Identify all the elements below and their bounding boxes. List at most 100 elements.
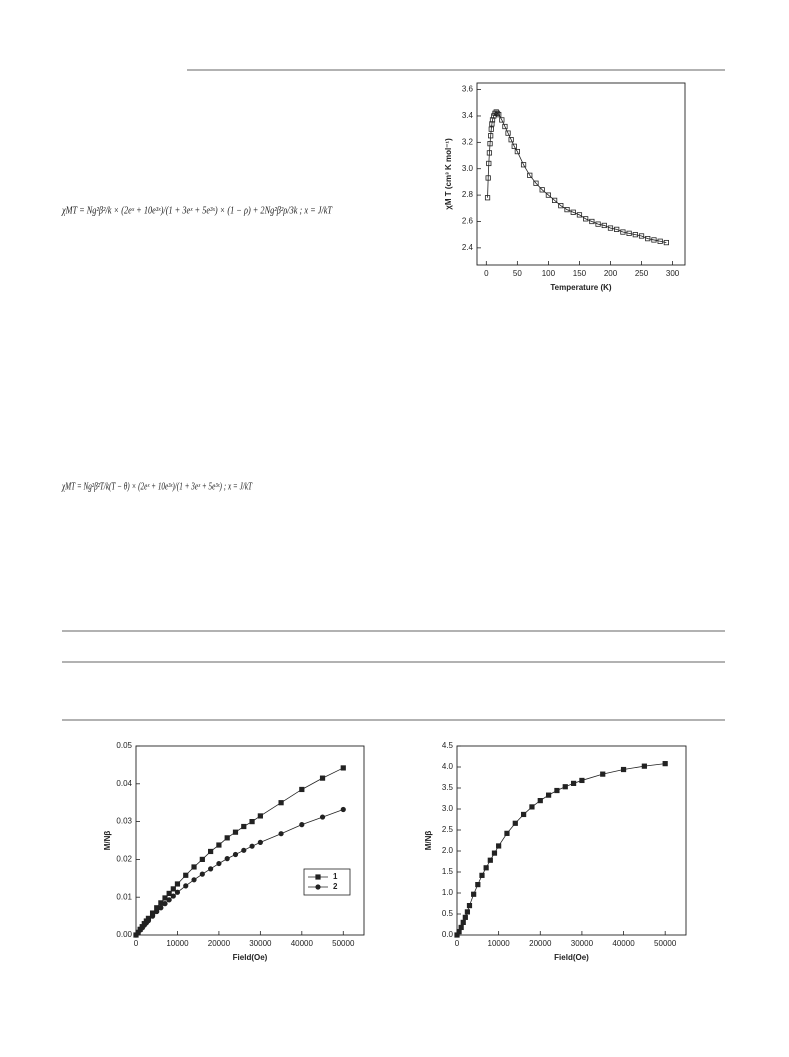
marker <box>241 847 247 853</box>
marker <box>199 871 205 877</box>
marker <box>657 238 663 244</box>
legend-box <box>303 868 351 896</box>
marker <box>570 780 577 786</box>
marker <box>489 121 495 127</box>
y-tick-label: 1.5 <box>442 867 454 876</box>
marker <box>145 918 152 924</box>
marker <box>527 172 533 178</box>
marker <box>475 882 481 888</box>
marker <box>520 162 527 168</box>
marker <box>589 218 595 225</box>
marker <box>460 919 466 926</box>
marker <box>662 761 668 767</box>
marker <box>199 856 205 863</box>
y-tick-label: 4.5 <box>442 741 454 750</box>
y-tick-label: 3.0 <box>442 804 454 813</box>
marker <box>483 865 489 871</box>
marker <box>545 192 552 198</box>
y-tick-label: 2.4 <box>462 243 474 252</box>
marker <box>456 929 462 935</box>
marker <box>466 903 473 909</box>
y-tick-label: 0.02 <box>116 855 132 864</box>
marker <box>158 905 164 911</box>
x-tick-label: 30000 <box>571 939 594 948</box>
y-axis-label: χM T (cm³ K mol⁻¹) <box>444 138 453 210</box>
marker <box>224 856 230 862</box>
marker <box>166 890 172 897</box>
y-axis-label: M/Nβ <box>103 831 112 851</box>
marker <box>607 225 614 231</box>
y-tick-label: 0.01 <box>116 892 132 901</box>
marker <box>257 813 263 819</box>
marker <box>162 895 168 901</box>
y-tick-label: 1.0 <box>442 888 454 897</box>
marker <box>504 830 510 836</box>
marker <box>486 160 492 167</box>
marker <box>183 872 189 878</box>
x-tick-label: 50 <box>513 269 522 278</box>
marker <box>299 822 305 828</box>
marker <box>487 141 493 147</box>
marker <box>595 221 601 227</box>
marker <box>319 775 326 781</box>
marker <box>232 829 239 835</box>
y-tick-label: 3.2 <box>462 137 474 146</box>
marker <box>491 850 498 856</box>
marker <box>529 804 535 810</box>
marker <box>257 839 263 845</box>
marker <box>632 232 638 238</box>
x-tick-label: 50000 <box>654 939 677 948</box>
marker <box>564 207 570 213</box>
marker <box>638 233 645 239</box>
y-tick-label: 4.0 <box>442 762 454 771</box>
marker <box>570 209 576 215</box>
marker <box>521 811 527 818</box>
marker <box>216 860 222 867</box>
marker <box>471 891 477 897</box>
marker <box>641 763 647 769</box>
marker <box>583 216 589 222</box>
x-tick-label: 20000 <box>208 939 231 948</box>
marker <box>166 897 172 903</box>
marker <box>505 130 511 136</box>
y-axis-label: M/Nβ <box>424 831 433 851</box>
y-tick-label: 2.6 <box>462 217 474 226</box>
legend-label: 2 <box>333 882 338 891</box>
y-tick-label: 0.04 <box>116 779 132 788</box>
marker <box>232 851 239 858</box>
equation: χMT = Ng²β²T/k(T − θ) × (2eˣ + 10e³ˣ)/(1… <box>61 481 253 492</box>
marker <box>154 908 160 915</box>
marker <box>576 212 583 218</box>
series-line <box>456 763 666 936</box>
marker <box>224 835 230 841</box>
marker <box>512 820 518 826</box>
y-tick-label: 2.8 <box>462 190 474 199</box>
marker <box>600 771 606 777</box>
marker <box>241 823 247 830</box>
marker <box>488 126 494 132</box>
marker <box>546 792 552 798</box>
legend-marker <box>315 884 321 890</box>
marker <box>162 901 168 907</box>
x-tick-label: 50000 <box>332 939 355 948</box>
x-tick-label: 100 <box>542 269 556 278</box>
x-tick-label: 0 <box>484 269 489 278</box>
marker <box>149 913 156 919</box>
plot-frame <box>456 745 687 936</box>
marker <box>620 229 626 235</box>
series-line <box>135 767 344 936</box>
marker <box>170 886 176 892</box>
marker <box>208 848 214 855</box>
marker <box>614 226 620 232</box>
marker <box>249 843 255 849</box>
marker <box>278 800 284 806</box>
marker <box>486 150 493 156</box>
marker <box>562 784 568 790</box>
x-axis-label: Temperature (K) <box>550 283 612 292</box>
marker <box>499 117 505 123</box>
y-tick-label: 3.0 <box>462 164 474 173</box>
marker <box>601 222 607 229</box>
marker <box>626 230 632 236</box>
